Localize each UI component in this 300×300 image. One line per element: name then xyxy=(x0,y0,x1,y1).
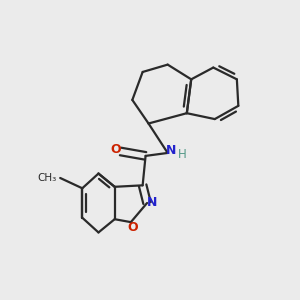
Text: O: O xyxy=(127,221,138,234)
Text: H: H xyxy=(178,148,187,161)
Text: N: N xyxy=(166,144,176,157)
Text: CH₃: CH₃ xyxy=(38,173,57,183)
Text: O: O xyxy=(111,143,122,157)
Text: N: N xyxy=(147,196,158,209)
